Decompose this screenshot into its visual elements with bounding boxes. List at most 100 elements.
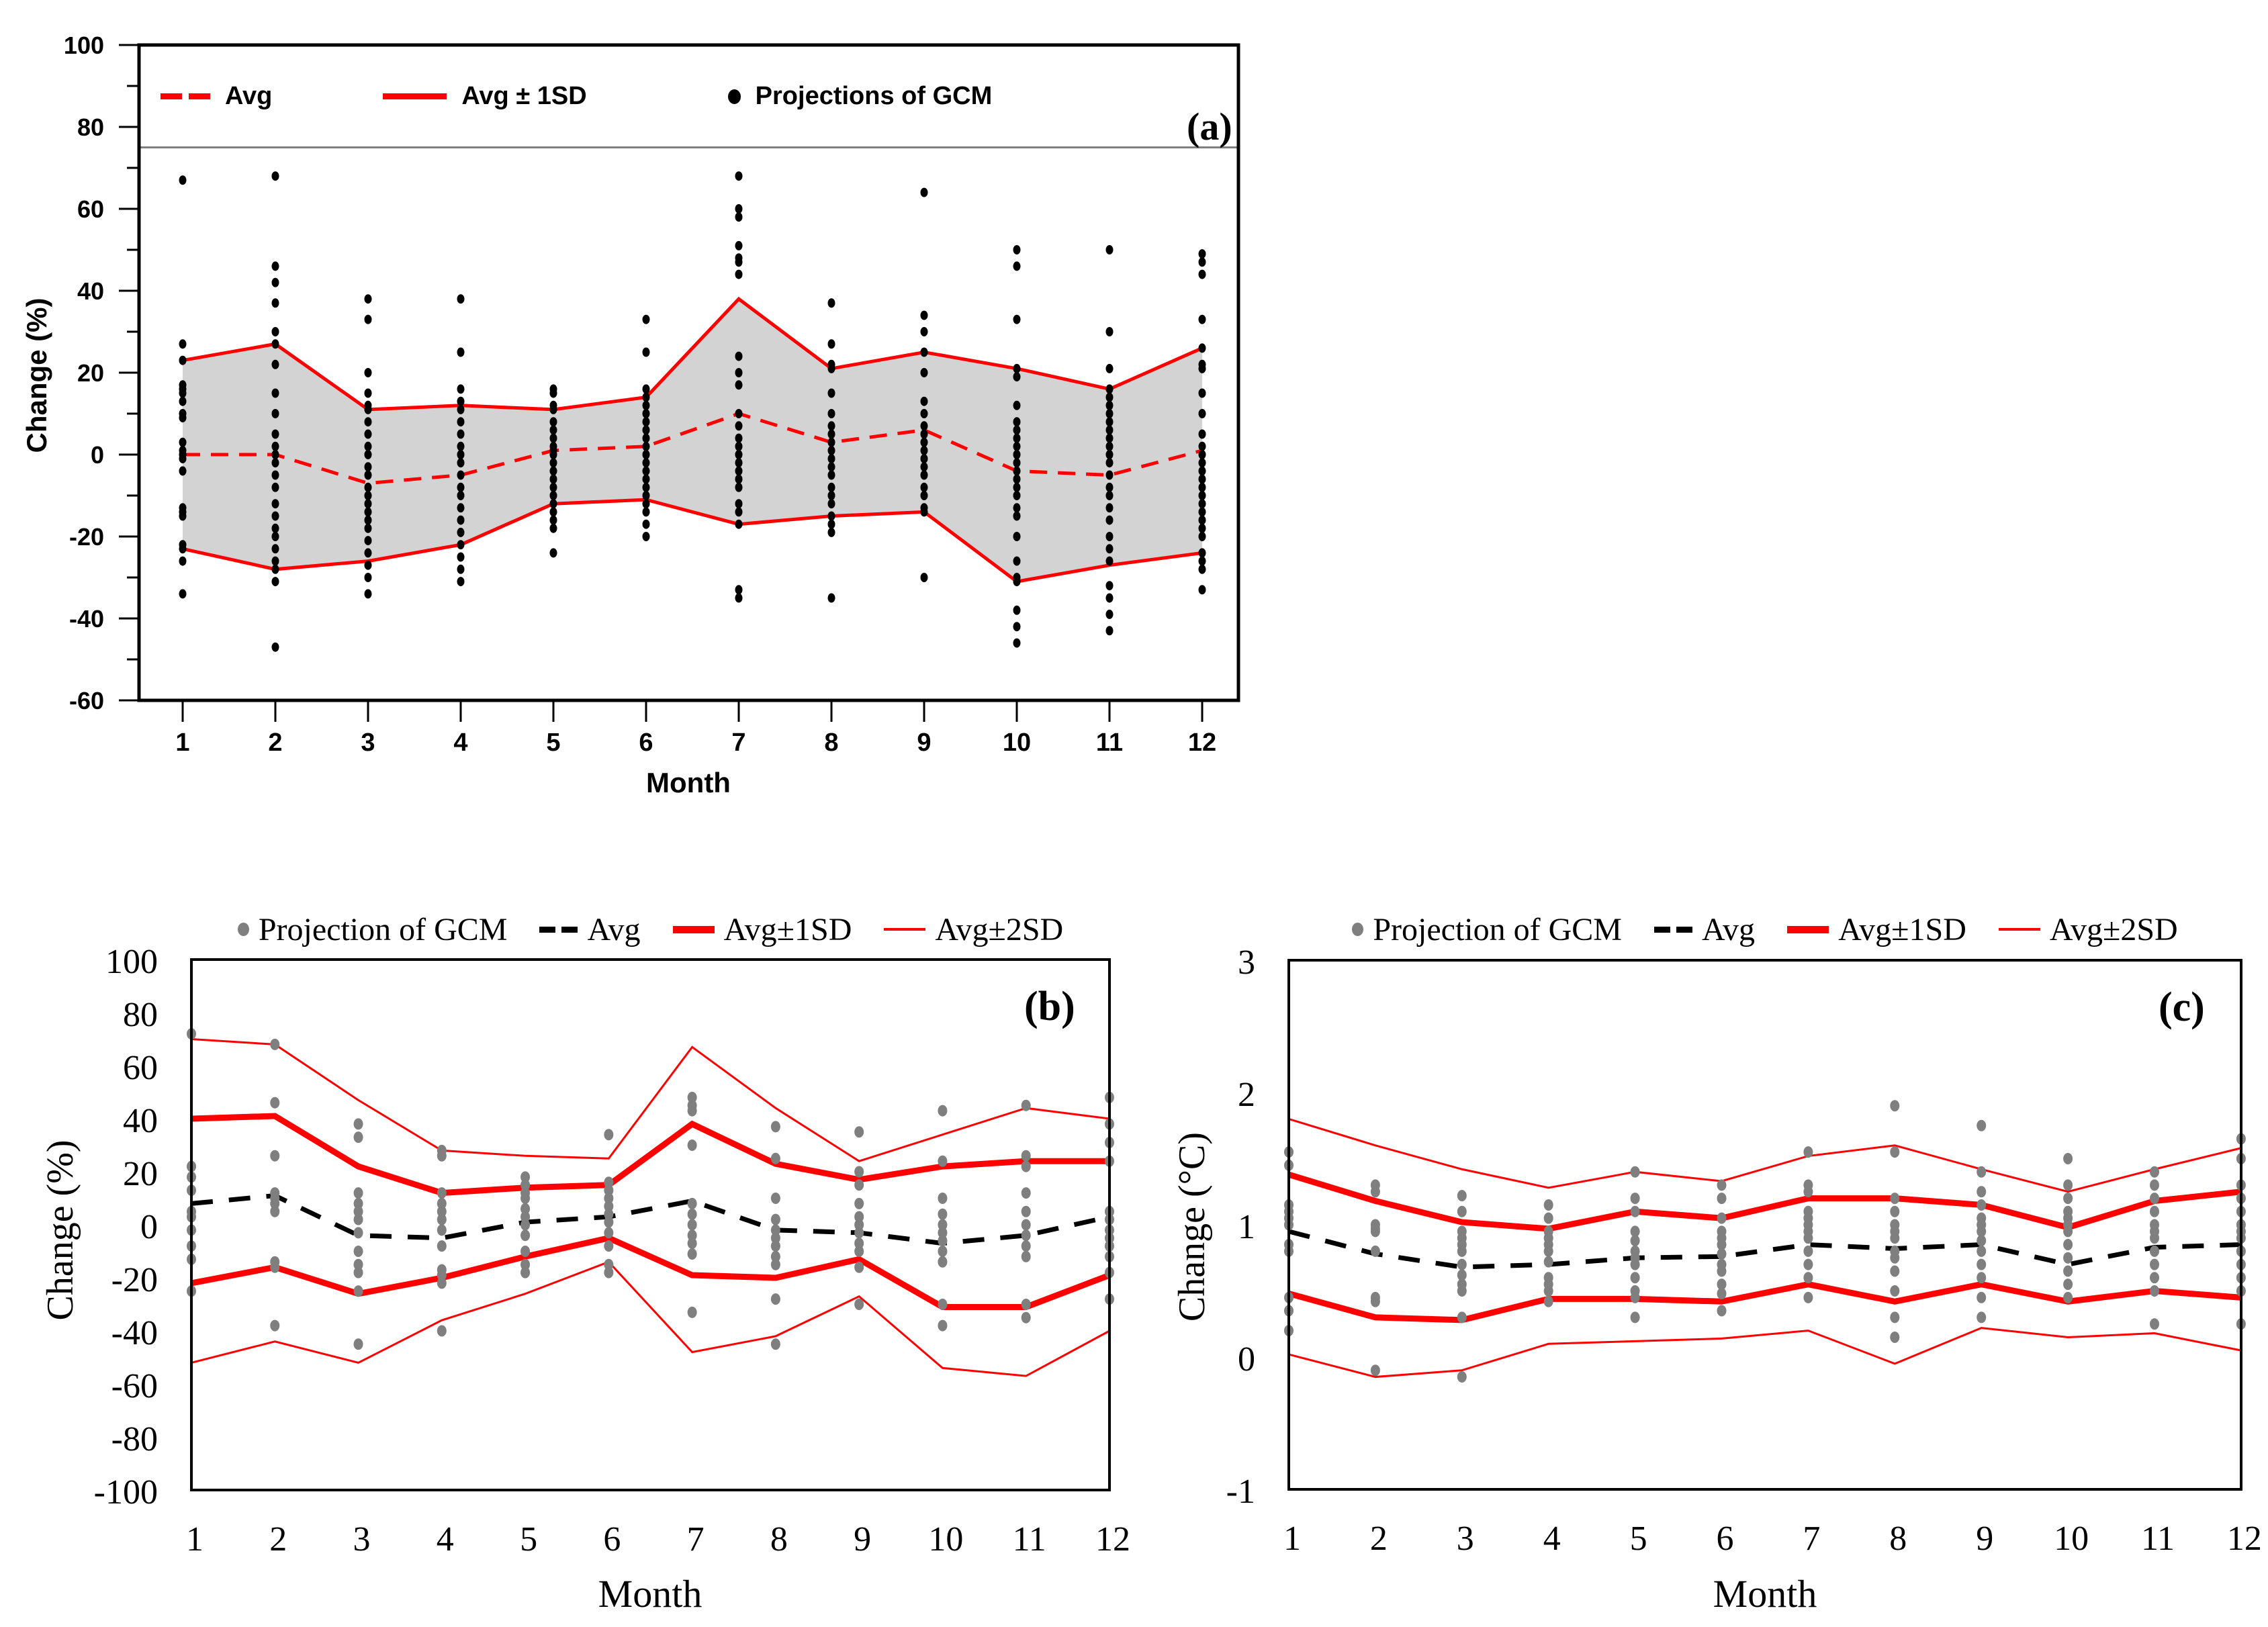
gcm-projection-point <box>2150 1318 2159 1330</box>
gcm-projection-point <box>1021 1250 1031 1262</box>
x-tick-label: 7 <box>686 1520 705 1559</box>
series-avg+2sd <box>191 1038 1110 1162</box>
gcm-projection-point <box>364 573 372 582</box>
legend-label-avg1sd: Avg±1SD <box>723 911 852 947</box>
series-avg+2sd <box>1288 1117 2242 1193</box>
gcm-projection-point <box>854 1197 864 1209</box>
gcm-projection-point <box>457 470 465 480</box>
gcm-projection-point <box>642 458 650 468</box>
gcm-projection-point <box>1977 1258 1987 1270</box>
gcm-projection-point <box>1105 503 1114 513</box>
gcm-projection-point <box>770 1338 780 1350</box>
gcm-projection-point <box>549 425 557 435</box>
gcm-projection-point <box>1013 532 1021 541</box>
gcm-projection-point <box>1105 327 1114 336</box>
gcm-projection-point <box>457 294 465 304</box>
gcm-projection-point <box>1013 245 1021 254</box>
legend-group-avg1sd: Avg±1SD <box>672 911 852 948</box>
gcm-projection-point <box>1105 441 1114 451</box>
gcm-projection-point <box>1105 626 1114 636</box>
x-tick-label: 8 <box>824 729 839 757</box>
gcm-projection-point <box>770 1232 780 1244</box>
legend-group-avg1sd: Avg±1SD <box>1787 911 1966 948</box>
gcm-projection-point <box>1013 400 1021 410</box>
x-tick-label: 7 <box>1803 1520 1821 1558</box>
gcm-projection-point <box>437 1150 447 1162</box>
gcm-projection-point <box>1198 548 1206 558</box>
red-dash-icon <box>189 93 210 99</box>
y-tick-label: 100 <box>105 943 158 981</box>
y-tick-label: -20 <box>69 523 104 551</box>
gcm-projection-point <box>1105 515 1114 525</box>
gcm-projection-point <box>271 499 279 509</box>
black-dashes-icon <box>1653 926 1692 933</box>
x-tick-label: 9 <box>1976 1520 1994 1558</box>
gcm-projection-point <box>437 1187 447 1199</box>
gcm-projection-point <box>770 1213 780 1225</box>
gcm-projection-point <box>642 450 650 459</box>
gcm-projection-point <box>827 445 835 455</box>
gcm-projection-point <box>604 1266 614 1279</box>
gcm-projection-point <box>457 482 465 492</box>
gcm-projection-point <box>1198 515 1206 525</box>
y-tick-label: -40 <box>69 605 104 633</box>
panel-a-plot-area: Avg Avg ± 1SD Projections of GCM (a) 100… <box>64 32 1240 757</box>
gcm-projection-point <box>770 1250 780 1262</box>
gcm-projection-point <box>457 429 465 439</box>
gcm-projection-point <box>770 1152 780 1164</box>
red-thin-line-icon <box>1998 928 2040 931</box>
y-tick-label: 40 <box>123 1102 158 1140</box>
legend-group-avg2sd: Avg±2SD <box>884 911 1063 948</box>
gcm-projection-point <box>854 1211 864 1223</box>
gcm-projection-point <box>520 1246 531 1257</box>
gcm-projection-point <box>457 491 465 500</box>
gcm-projection-point <box>1890 1285 1900 1297</box>
gcm-projection-point <box>353 1266 363 1279</box>
gcm-projection-point <box>1013 503 1021 513</box>
legend-label-gcm: Projection of GCM <box>258 911 508 947</box>
gcm-projection-point <box>1370 1295 1380 1307</box>
panel-a-legend: Avg Avg ± 1SD Projections of GCM <box>139 45 1238 148</box>
x-tick-label: 11 <box>1095 729 1124 757</box>
gcm-projection-point <box>271 409 279 418</box>
gcm-projection-point <box>1977 1166 1987 1178</box>
red-line-icon <box>383 93 447 99</box>
gcm-projection-point <box>270 1205 280 1217</box>
gcm-projection-point <box>364 429 372 439</box>
gcm-projection-point <box>179 339 187 349</box>
gcm-projection-point <box>1013 450 1021 459</box>
gcm-projection-point <box>1630 1311 1640 1323</box>
gcm-projection-point <box>1105 482 1114 492</box>
gcm-projection-point <box>2063 1279 2073 1291</box>
gcm-projection-point <box>364 417 372 427</box>
legend-label-avg2sd: Avg±2SD <box>2049 911 2178 947</box>
series-avg <box>191 1193 1110 1246</box>
x-tick-label: 4 <box>1543 1520 1561 1558</box>
gcm-projection-point <box>1890 1331 1900 1343</box>
gcm-projection-point <box>1021 1219 1031 1231</box>
gcm-projection-point <box>735 257 743 267</box>
gcm-projection-point <box>1630 1166 1640 1178</box>
y-tick-label: -40 <box>111 1314 158 1352</box>
gcm-projection-point <box>437 1205 447 1217</box>
gcm-projection-point <box>827 462 835 472</box>
gcm-projection-point <box>1198 523 1206 533</box>
gcm-projection-point <box>1543 1285 1553 1297</box>
gcm-projection-point <box>520 1193 531 1204</box>
gcm-projection-point <box>1013 458 1021 468</box>
black-dashes-icon <box>539 926 578 933</box>
panel-c-plot-area: (c) 3 2 1 0 -1 1 2 3 4 5 6 7 8 9 10 11 12 <box>1226 943 2262 1558</box>
gcm-projection-point <box>1370 1225 1380 1238</box>
gcm-projection-point <box>457 404 465 414</box>
gcm-projection-point <box>854 1261 864 1273</box>
gcm-projection-point <box>1803 1272 1813 1284</box>
legend-label-gcm: Projections of GCM <box>755 82 993 110</box>
gcm-projection-point <box>2150 1232 2159 1244</box>
gcm-projection-point <box>1543 1199 1553 1211</box>
gcm-projection-point <box>1198 249 1206 259</box>
gcm-projection-point <box>1105 609 1114 619</box>
gcm-projection-point <box>271 327 279 336</box>
gcm-projection-point <box>271 532 279 541</box>
gcm-projection-point <box>1890 1193 1900 1205</box>
